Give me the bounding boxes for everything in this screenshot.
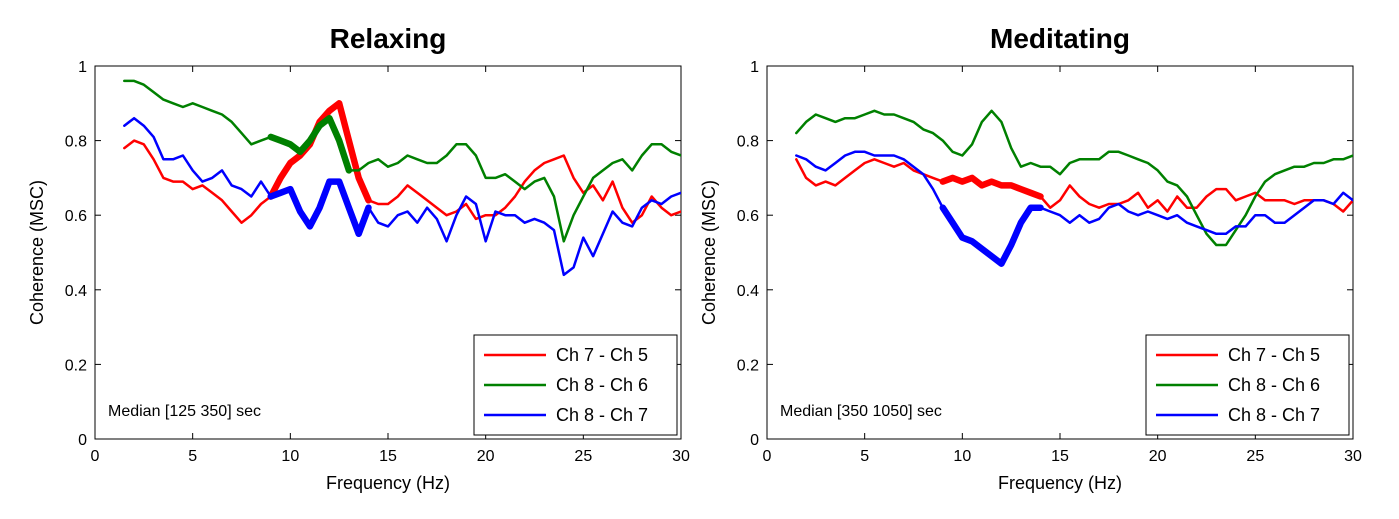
- y-axis-label: Coherence (MSC): [27, 180, 47, 325]
- series-line-2: [795, 109, 1353, 247]
- x-tick-label: 25: [1246, 448, 1264, 465]
- y-tick-label: 0.4: [737, 283, 759, 300]
- x-tick-label: 0: [91, 448, 100, 465]
- y-tick-label: 0.6: [65, 208, 87, 225]
- x-tick-label: 10: [953, 448, 971, 465]
- x-tick-label: 15: [1051, 448, 1069, 465]
- x-tick-label: 25: [574, 448, 592, 465]
- series-line-1: [795, 158, 1353, 213]
- legend: Ch 7 - Ch 5 Ch 8 - Ch 6 Ch 8 - Ch 7: [1145, 334, 1350, 436]
- legend-label-2: Ch 8 - Ch 6: [1228, 375, 1320, 395]
- series-significant-segment-3: [939, 204, 1044, 267]
- series-significant-segment-1: [267, 100, 372, 204]
- x-tick-label: 20: [1149, 448, 1167, 465]
- y-tick-label: 0.2: [737, 357, 759, 374]
- legend: Ch 7 - Ch 5 Ch 8 - Ch 6 Ch 8 - Ch 7: [473, 334, 678, 436]
- y-tick-label: 1: [78, 59, 87, 76]
- y-tick-label: 0: [78, 432, 87, 449]
- median-annotation: Median [350 1050] sec: [780, 403, 942, 420]
- legend-label-3: Ch 8 - Ch 7: [556, 405, 648, 425]
- series-line-2: [123, 79, 681, 243]
- chart-panel-2: Meditating 0 5 10 15 20 25 30 0 0.2 0.4 0.6 0.8 1 Freq…: [699, 23, 1362, 493]
- chart-panel-1: Relaxing 0 5 10 15 20 25 30 0 0.2 0.4 0.6 0.8 1 Freque…: [27, 23, 690, 493]
- plot-area: [795, 109, 1353, 267]
- y-tick-label: 1: [750, 59, 759, 76]
- x-tick-label: 20: [477, 448, 495, 465]
- legend-box: [473, 334, 678, 436]
- y-axis-label: Coherence (MSC): [699, 180, 719, 325]
- series-line-3: [795, 150, 1353, 265]
- legend-label-1: Ch 7 - Ch 5: [556, 345, 648, 365]
- y-tick-label: 0.4: [65, 283, 87, 300]
- x-tick-label: 0: [763, 448, 772, 465]
- y-tick-label: 0.2: [65, 357, 87, 374]
- x-tick-label: 30: [672, 448, 690, 465]
- y-tick-label: 0.8: [737, 134, 759, 151]
- legend-label-1: Ch 7 - Ch 5: [1228, 345, 1320, 365]
- y-tick-label: 0: [750, 432, 759, 449]
- series-significant-segment-2: [267, 114, 353, 174]
- chart-title: Meditating: [990, 23, 1130, 54]
- y-tick-label: 0.6: [737, 208, 759, 225]
- series-significant-segment-1: [939, 174, 1044, 200]
- x-tick-label: 5: [188, 448, 197, 465]
- series-line-1: [123, 102, 681, 224]
- x-tick-label: 30: [1344, 448, 1362, 465]
- legend-label-2: Ch 8 - Ch 6: [556, 375, 648, 395]
- series-significant-segment-3: [267, 178, 372, 238]
- median-annotation: Median [125 350] sec: [108, 403, 261, 420]
- legend-label-3: Ch 8 - Ch 7: [1228, 405, 1320, 425]
- y-tick-label: 0.8: [65, 134, 87, 151]
- series-line-3: [123, 116, 681, 277]
- plot-area: [123, 79, 681, 277]
- x-tick-label: 10: [281, 448, 299, 465]
- x-axis-label: Frequency (Hz): [326, 473, 450, 493]
- x-tick-label: 15: [379, 448, 397, 465]
- x-tick-label: 5: [860, 448, 869, 465]
- x-axis-label: Frequency (Hz): [998, 473, 1122, 493]
- chart-title: Relaxing: [330, 23, 447, 54]
